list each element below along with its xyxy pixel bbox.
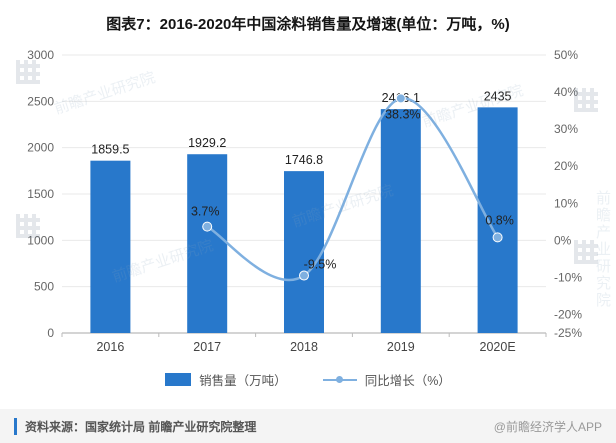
legend-item-sales: 销售量（万吨） bbox=[165, 370, 287, 389]
line-value-label: 3.7% bbox=[191, 205, 220, 219]
x-axis-label: 2019 bbox=[387, 340, 415, 354]
line-value-label: -9.5% bbox=[304, 258, 337, 272]
bar bbox=[187, 154, 228, 333]
bar-value-label: 1746.8 bbox=[285, 153, 323, 167]
right-axis-tick-label: -25% bbox=[554, 326, 582, 340]
combo-chart: 0 500 1000 1500 2000 2500 3000 50% 40% 30% 20% 10% 0… bbox=[27, 48, 582, 354]
credit-text: @前瞻经济学人APP bbox=[493, 419, 602, 434]
left-axis-tick-label: 2500 bbox=[27, 94, 54, 108]
line-value-label: 0.8% bbox=[485, 213, 514, 227]
bar bbox=[90, 160, 131, 333]
chart-legend: 销售量（万吨） 同比增长（%） bbox=[0, 367, 616, 391]
bar bbox=[477, 107, 518, 334]
x-axis-label: 2017 bbox=[193, 340, 221, 354]
line-point bbox=[202, 221, 213, 232]
bar-value-label: 1929.2 bbox=[188, 136, 226, 150]
growth-line bbox=[206, 97, 499, 282]
chart-title: 图表7：2016-2020年中国涂料销售量及增速(单位：万吨，%) bbox=[106, 16, 510, 33]
line-point bbox=[492, 232, 503, 243]
x-axis-label: 2016 bbox=[96, 340, 124, 354]
legend-label-sales: 销售量（万吨） bbox=[199, 373, 287, 388]
legend-label-growth: 同比增长（%） bbox=[364, 373, 451, 388]
bar bbox=[284, 171, 324, 333]
right-axis-tick-label: 10% bbox=[554, 196, 578, 210]
bar-value-label: 2435 bbox=[484, 89, 512, 103]
footer-bar: 资料来源：国家统计局 前瞻产业研究院整理 @前瞻经济学人APP bbox=[0, 409, 616, 443]
line-series-swatch-icon bbox=[322, 373, 357, 386]
right-axis-tick-label: 20% bbox=[554, 159, 578, 173]
line-point bbox=[299, 270, 309, 281]
legend-item-growth: 同比增长（%） bbox=[322, 370, 451, 389]
right-axis-tick-label: 30% bbox=[554, 122, 578, 136]
x-axis-label: 2018 bbox=[290, 340, 318, 354]
bar bbox=[380, 109, 421, 334]
line-point bbox=[395, 93, 406, 104]
left-axis-tick-label: 0 bbox=[47, 326, 54, 340]
left-axis-tick-label: 2000 bbox=[27, 141, 54, 155]
left-axis-tick-label: 3000 bbox=[27, 48, 54, 62]
right-axis-tick-label: -10% bbox=[554, 270, 582, 284]
right-axis-tick-label: 50% bbox=[554, 48, 578, 62]
bar-series-swatch-icon bbox=[165, 372, 192, 386]
line-value-label: 38.3% bbox=[385, 107, 420, 121]
left-axis-tick-label: 1000 bbox=[27, 233, 54, 247]
left-axis-tick-label: 1500 bbox=[27, 187, 54, 201]
x-axis-label: 2020E bbox=[480, 340, 516, 354]
right-axis-tick-label: 0% bbox=[554, 233, 572, 247]
bar-value-label: 1859.5 bbox=[91, 143, 129, 157]
left-axis-tick-label: 500 bbox=[34, 280, 54, 294]
right-axis-tick-label: 40% bbox=[554, 85, 578, 99]
right-axis-tick-label: -20% bbox=[554, 307, 582, 321]
data-source-text: 资料来源：国家统计局 前瞻产业研究院整理 bbox=[14, 417, 256, 435]
